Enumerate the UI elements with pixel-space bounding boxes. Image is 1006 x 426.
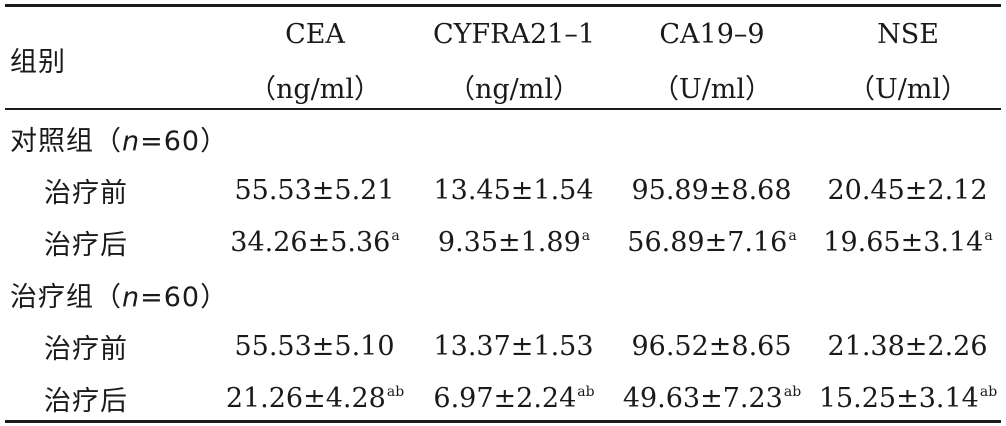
- group-row-control: 对照组（n=60）: [0, 112, 1006, 164]
- table-row: 治疗后 34.26±5.36a 9.35±1.89a 56.89±7.16a 1…: [0, 216, 1006, 268]
- cell-value: 34.26±5.36a: [230, 226, 400, 258]
- header-row-names: 组别 CEA CYFRA21–1 CA19–9 NSE: [0, 0, 1006, 78]
- cell-value: 56.89±7.16a: [627, 226, 797, 258]
- cell-value: 96.52±8.65: [631, 330, 792, 362]
- cell-value: 55.53±5.21: [234, 174, 395, 206]
- header-ca199: CA19–9: [659, 18, 765, 50]
- table-row: 治疗前 55.53±5.10 13.37±1.53 96.52±8.65 21.…: [0, 320, 1006, 372]
- cell-value: 15.25±3.14ab: [818, 382, 998, 414]
- row-label: 治疗前: [44, 333, 128, 365]
- cell-value: 21.26±4.28ab: [225, 382, 405, 414]
- cell-value: 21.38±2.26: [827, 330, 988, 362]
- row-label: 治疗前: [44, 177, 128, 209]
- cell-value: 20.45±2.12: [827, 174, 988, 206]
- header-cyfra: CYFRA21–1: [432, 18, 596, 50]
- cell-value: 6.97±2.24ab: [433, 382, 595, 414]
- cell-value: 9.35±1.89a: [437, 226, 591, 258]
- unit-cyfra: （ng/ml）: [447, 73, 580, 105]
- header-nse: NSE: [877, 18, 939, 50]
- unit-cea: （ng/ml）: [248, 73, 381, 105]
- group-header: 组别: [10, 46, 66, 78]
- cell-value: 13.45±1.54: [433, 174, 594, 206]
- header-row-units: （ng/ml） （ng/ml） （U/ml） （U/ml）: [0, 60, 1006, 112]
- unit-ca199: （U/ml）: [651, 73, 773, 105]
- table-header-rule: [5, 108, 1001, 110]
- header-cea: CEA: [285, 18, 345, 50]
- cell-value: 55.53±5.10: [234, 330, 395, 362]
- row-label: 治疗后: [44, 229, 128, 261]
- group-row-treatment: 治疗组（n=60）: [0, 268, 1006, 320]
- cell-value: 13.37±1.53: [433, 330, 594, 362]
- cell-value: 49.63±7.23ab: [622, 382, 802, 414]
- table-row: 治疗后 21.26±4.28ab 6.97±2.24ab 49.63±7.23a…: [0, 372, 1006, 424]
- row-label: 治疗后: [44, 385, 128, 417]
- table-row: 治疗前 55.53±5.21 13.45±1.54 95.89±8.68 20.…: [0, 164, 1006, 216]
- table-top-rule: [5, 4, 1001, 7]
- unit-nse: （U/ml）: [847, 73, 969, 105]
- group-label-treatment: 治疗组（n=60）: [10, 281, 229, 313]
- cell-value: 95.89±8.68: [631, 174, 792, 206]
- table-bottom-rule: [5, 420, 1001, 423]
- group-label-control: 对照组（n=60）: [10, 125, 229, 157]
- cell-value: 19.65±3.14a: [823, 226, 993, 258]
